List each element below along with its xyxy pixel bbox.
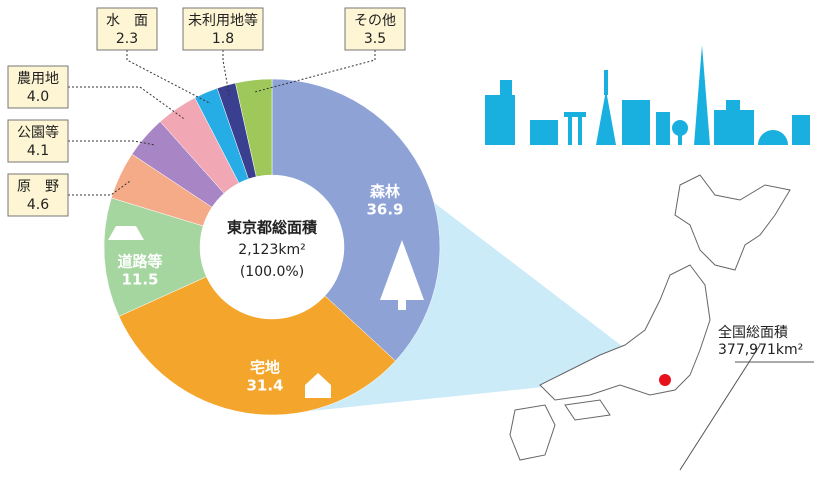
label-box	[7, 173, 69, 217]
label-box	[7, 65, 69, 109]
slice-label: 森林	[370, 183, 401, 201]
center-label: 2,123km²	[238, 242, 305, 258]
japan-map	[509, 174, 814, 471]
divider	[679, 344, 761, 471]
tree-icon	[380, 240, 424, 300]
road-icon	[108, 226, 144, 240]
house-icon	[305, 373, 331, 398]
map-label: 全国総面積	[718, 324, 788, 341]
box-value: 4.1	[27, 143, 49, 159]
skyline	[485, 45, 810, 145]
label-box	[7, 119, 69, 163]
label-box	[182, 7, 264, 51]
box-value: 4.0	[27, 89, 49, 105]
center-label: (100.0%)	[240, 264, 304, 280]
box-value: 3.5	[364, 31, 386, 47]
map-label: 377,971km²	[718, 342, 803, 358]
leader-line	[126, 50, 211, 105]
box-label: 公園等	[17, 124, 59, 141]
slice-value: 11.5	[121, 271, 158, 289]
slice-value: 31.4	[246, 377, 283, 395]
box-value: 2.3	[116, 31, 138, 47]
slice-label: 道路等	[117, 253, 162, 271]
leader-line	[222, 50, 230, 97]
leader-line	[68, 86, 184, 119]
donut-hole	[200, 175, 344, 319]
label-box	[96, 7, 158, 51]
box-label: その他	[354, 13, 396, 29]
leader-line	[254, 50, 376, 93]
slice-value: 36.9	[366, 201, 403, 219]
center-label: 東京都総面積	[227, 219, 318, 237]
tree-icon	[398, 300, 406, 310]
label-box	[344, 7, 406, 51]
box-label: 未利用地等	[188, 12, 258, 29]
box-label: 水 面	[106, 13, 148, 29]
box-label: 農用地	[17, 71, 59, 87]
box-value: 1.8	[212, 31, 234, 47]
box-label: 原 野	[17, 179, 59, 195]
tokyo	[659, 374, 671, 386]
slice-label: 宅地	[250, 359, 280, 377]
box-value: 4.6	[27, 197, 49, 213]
